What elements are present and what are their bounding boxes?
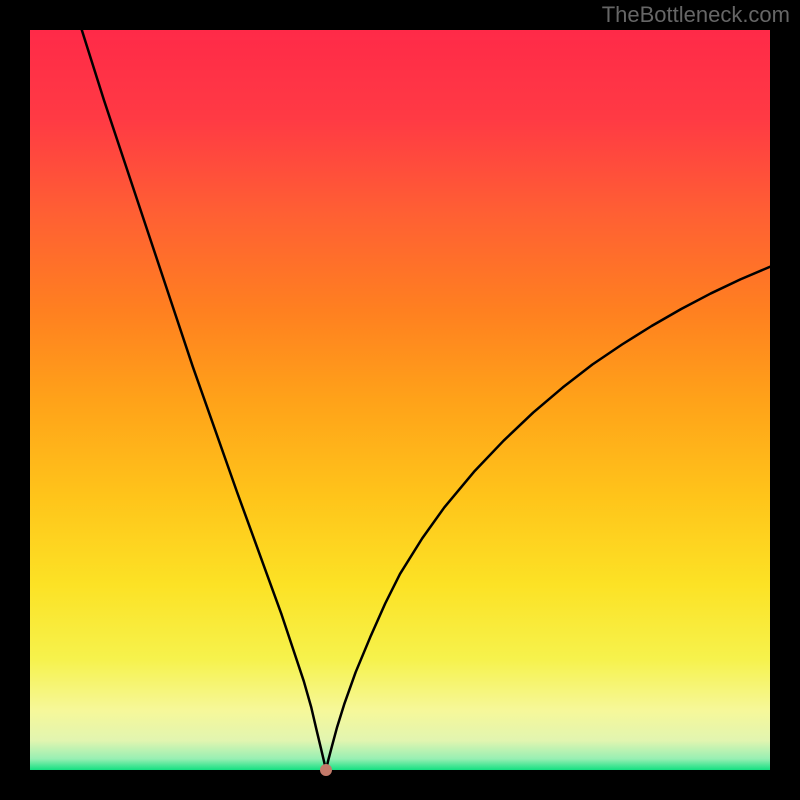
watermark-text: TheBottleneck.com xyxy=(602,2,790,28)
chart-frame: TheBottleneck.com xyxy=(0,0,800,800)
curve-path xyxy=(82,30,770,770)
plot-area xyxy=(30,30,770,770)
bottleneck-curve xyxy=(30,30,770,770)
minimum-marker-dot xyxy=(320,764,332,776)
